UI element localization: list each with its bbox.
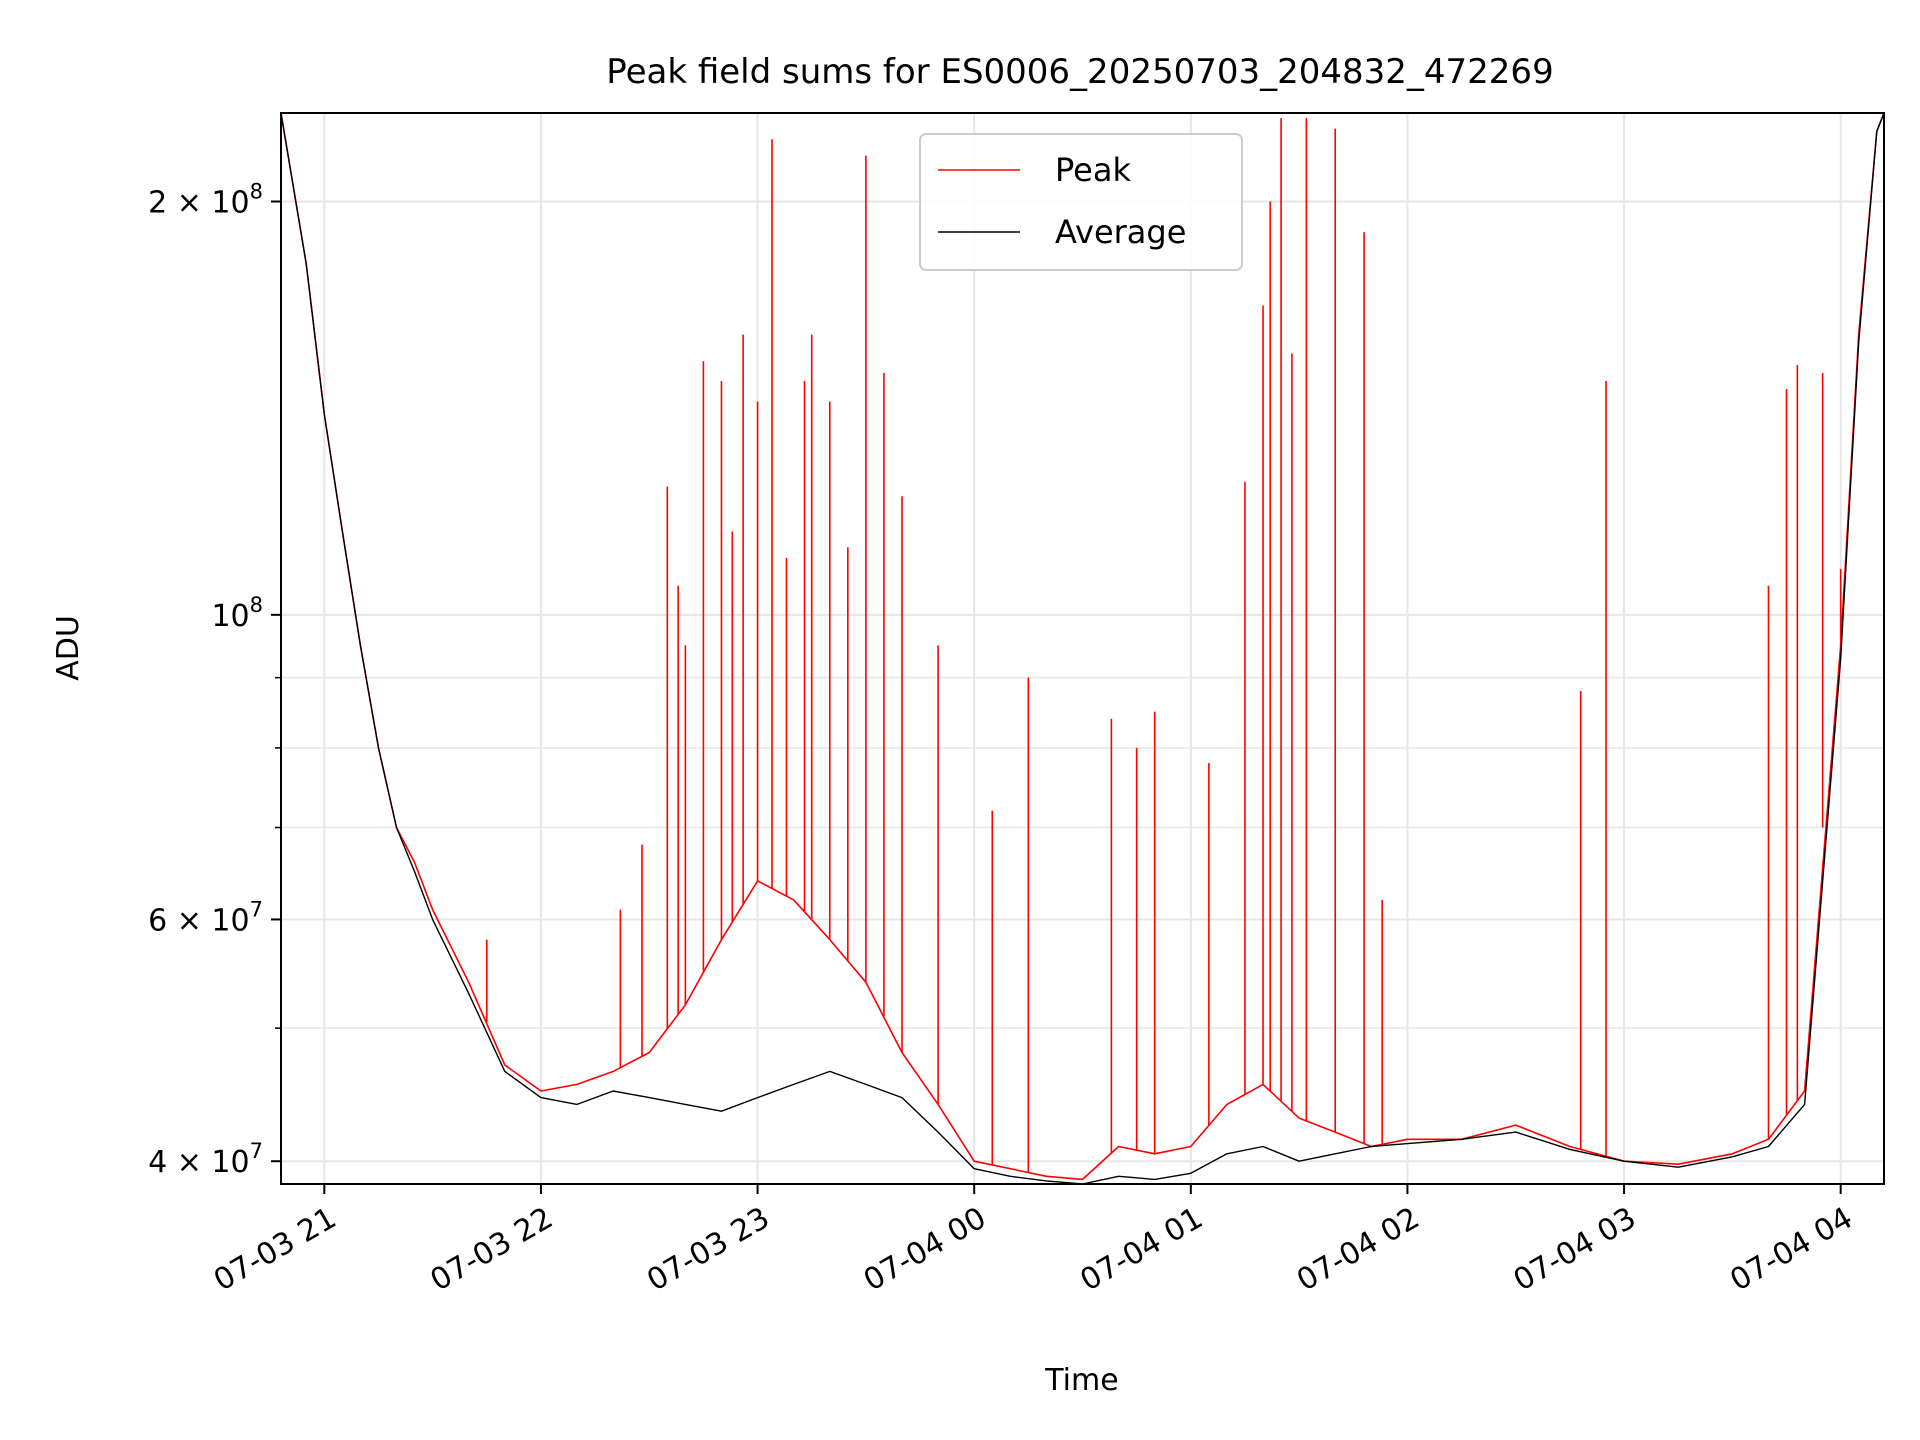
legend-box xyxy=(919,133,1243,271)
legend: Peak Average xyxy=(919,133,1243,271)
y-axis: 4 × 107 6 × 107 108 2 × 108 xyxy=(148,180,281,1180)
y-axis-label: ADU xyxy=(51,615,86,681)
y-tick-label: 4 × 107 xyxy=(148,1139,263,1180)
grid-lines xyxy=(281,113,1884,1184)
y-tick-label: 108 xyxy=(211,593,263,634)
series-line-average xyxy=(280,112,1885,1185)
chart-title: Peak field sums for ES0006_20250703_2048… xyxy=(606,52,1553,92)
legend-label-average: Average xyxy=(1055,213,1186,251)
plot-area xyxy=(280,112,1885,1185)
legend-label-peak: Peak xyxy=(1055,151,1131,189)
plot-frame xyxy=(280,112,1885,1185)
y-tick-label: 2 × 108 xyxy=(148,180,263,221)
y-tick-label: 6 × 107 xyxy=(148,897,263,938)
x-axis-label: Time xyxy=(1044,1363,1118,1398)
